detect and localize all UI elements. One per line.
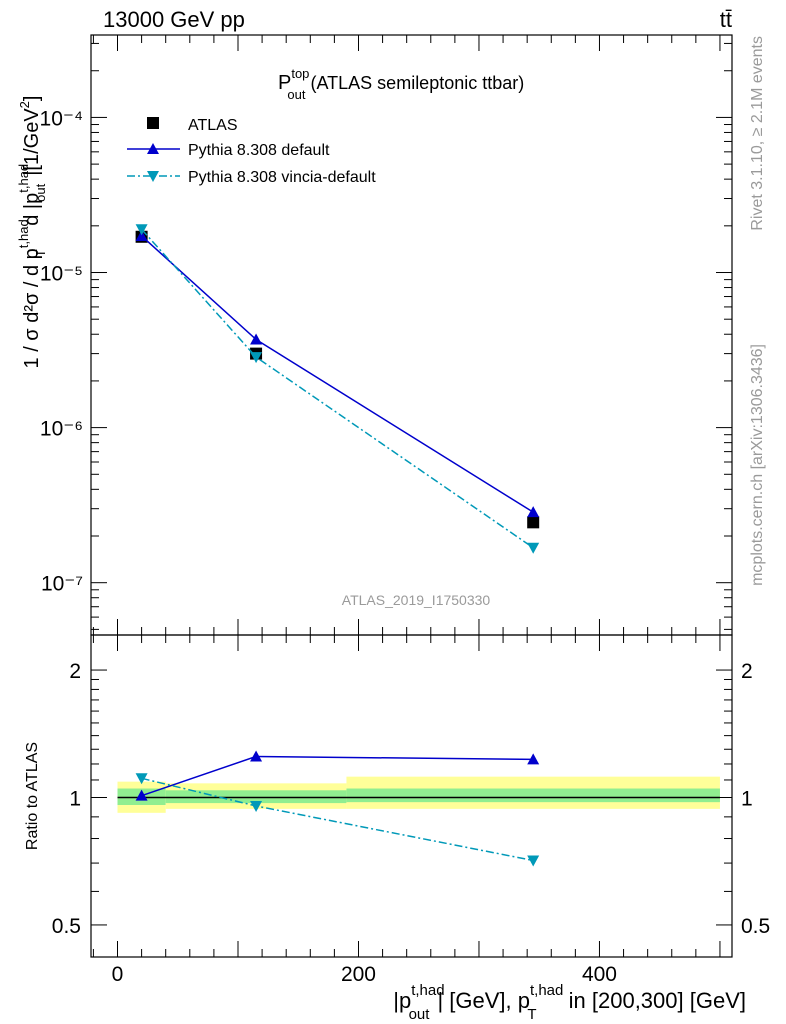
analysis-watermark: ATLAS_2019_I1750330	[342, 592, 491, 608]
ratio-y-tick-label-right: 1	[741, 787, 753, 810]
ratio-point-default	[527, 753, 540, 765]
main-title-text: (ATLAS semileptonic ttbar)	[306, 73, 525, 93]
ratio-y-tick-label-left: 0.5	[52, 915, 81, 938]
main-data-marks	[135, 224, 540, 554]
main-series-line-1	[141, 235, 534, 513]
x-tick-label: 0	[112, 963, 124, 986]
ratio-data-marks	[135, 750, 540, 867]
main-title: Ptop out (ATLAS semileptonic ttbar)	[278, 66, 524, 102]
x-tick-label: 200	[341, 963, 376, 986]
ratio-y-tick-label-left: 2	[69, 660, 81, 683]
legend-default-marker	[147, 143, 159, 154]
ratio-point-default	[135, 789, 148, 801]
legend-default-label: Pythia 8.308 default	[188, 142, 330, 159]
main-point-vincia	[527, 542, 540, 554]
main-y-tick-label: 10⁻⁴	[40, 107, 83, 130]
main-y-tick-label: 10⁻⁶	[40, 418, 83, 441]
legend-vincia-marker	[147, 171, 159, 182]
ratio-band-inner-2	[346, 788, 720, 803]
ratio-point-vincia	[250, 800, 263, 812]
x-axis-label: |pt,had out| [GeV], pt,had T in [200,300] …	[393, 982, 746, 1023]
main-y-ticks: 10⁻⁷ 10⁻⁶ 10⁻⁵ 10⁻⁴	[40, 42, 732, 630]
legend-atlas-label: ATLAS	[188, 117, 238, 134]
legend-atlas-marker	[147, 117, 159, 129]
ratio-point-default	[250, 750, 263, 762]
ratio-frame	[90, 634, 733, 958]
main-title-sup: top	[291, 66, 309, 81]
legend: ATLAS Pythia 8.308 default Pythia 8.308 …	[127, 117, 376, 186]
mcplots-label: mcplots.cern.ch [arXiv:1306.3436]	[749, 344, 766, 586]
ratio-y-axis-label: Ratio to ATLAS	[24, 742, 41, 850]
ratio-y-tick-label-left: 1	[69, 787, 81, 810]
ratio-point-vincia	[527, 855, 540, 867]
main-point-default	[135, 229, 148, 241]
ratio-band-inner-1	[165, 790, 347, 804]
x-tick-label: 400	[582, 963, 617, 986]
ratio-uncertainty-bands	[117, 776, 720, 813]
main-y-axis-label: 1 / σ d²σ / d pt,hadT d |pt,hadout|[1/Ge…	[16, 96, 48, 369]
header-right-label: tt̄	[720, 7, 732, 32]
ratio-y-tick-label-right: 0.5	[741, 915, 770, 938]
main-point-vincia	[135, 224, 148, 236]
main-series-line-2	[141, 228, 534, 549]
legend-vincia-label: Pythia 8.308 vincia-default	[188, 169, 376, 186]
main-y-tick-label: 10⁻⁷	[41, 573, 83, 596]
ratio-y-tick-label-right: 2	[741, 660, 753, 683]
ratio-point-vincia	[135, 773, 148, 785]
main-y-tick-label: 10⁻⁵	[40, 263, 83, 286]
header-left-label: 13000 GeV pp	[103, 7, 245, 32]
main-point-atlas	[527, 516, 540, 529]
ratio-ticks: 0.5 0.5 1 1 2 2	[52, 660, 770, 938]
main-point-vincia	[250, 352, 263, 364]
rivet-label: Rivet 3.1.10, ≥ 2.1M events	[749, 36, 766, 231]
main-title-symbol: P	[278, 72, 291, 94]
main-title-sub: out	[287, 87, 305, 102]
x-ticks: 0 200 400	[92, 35, 721, 986]
main-point-default	[250, 333, 263, 345]
main-point-default	[527, 506, 540, 518]
